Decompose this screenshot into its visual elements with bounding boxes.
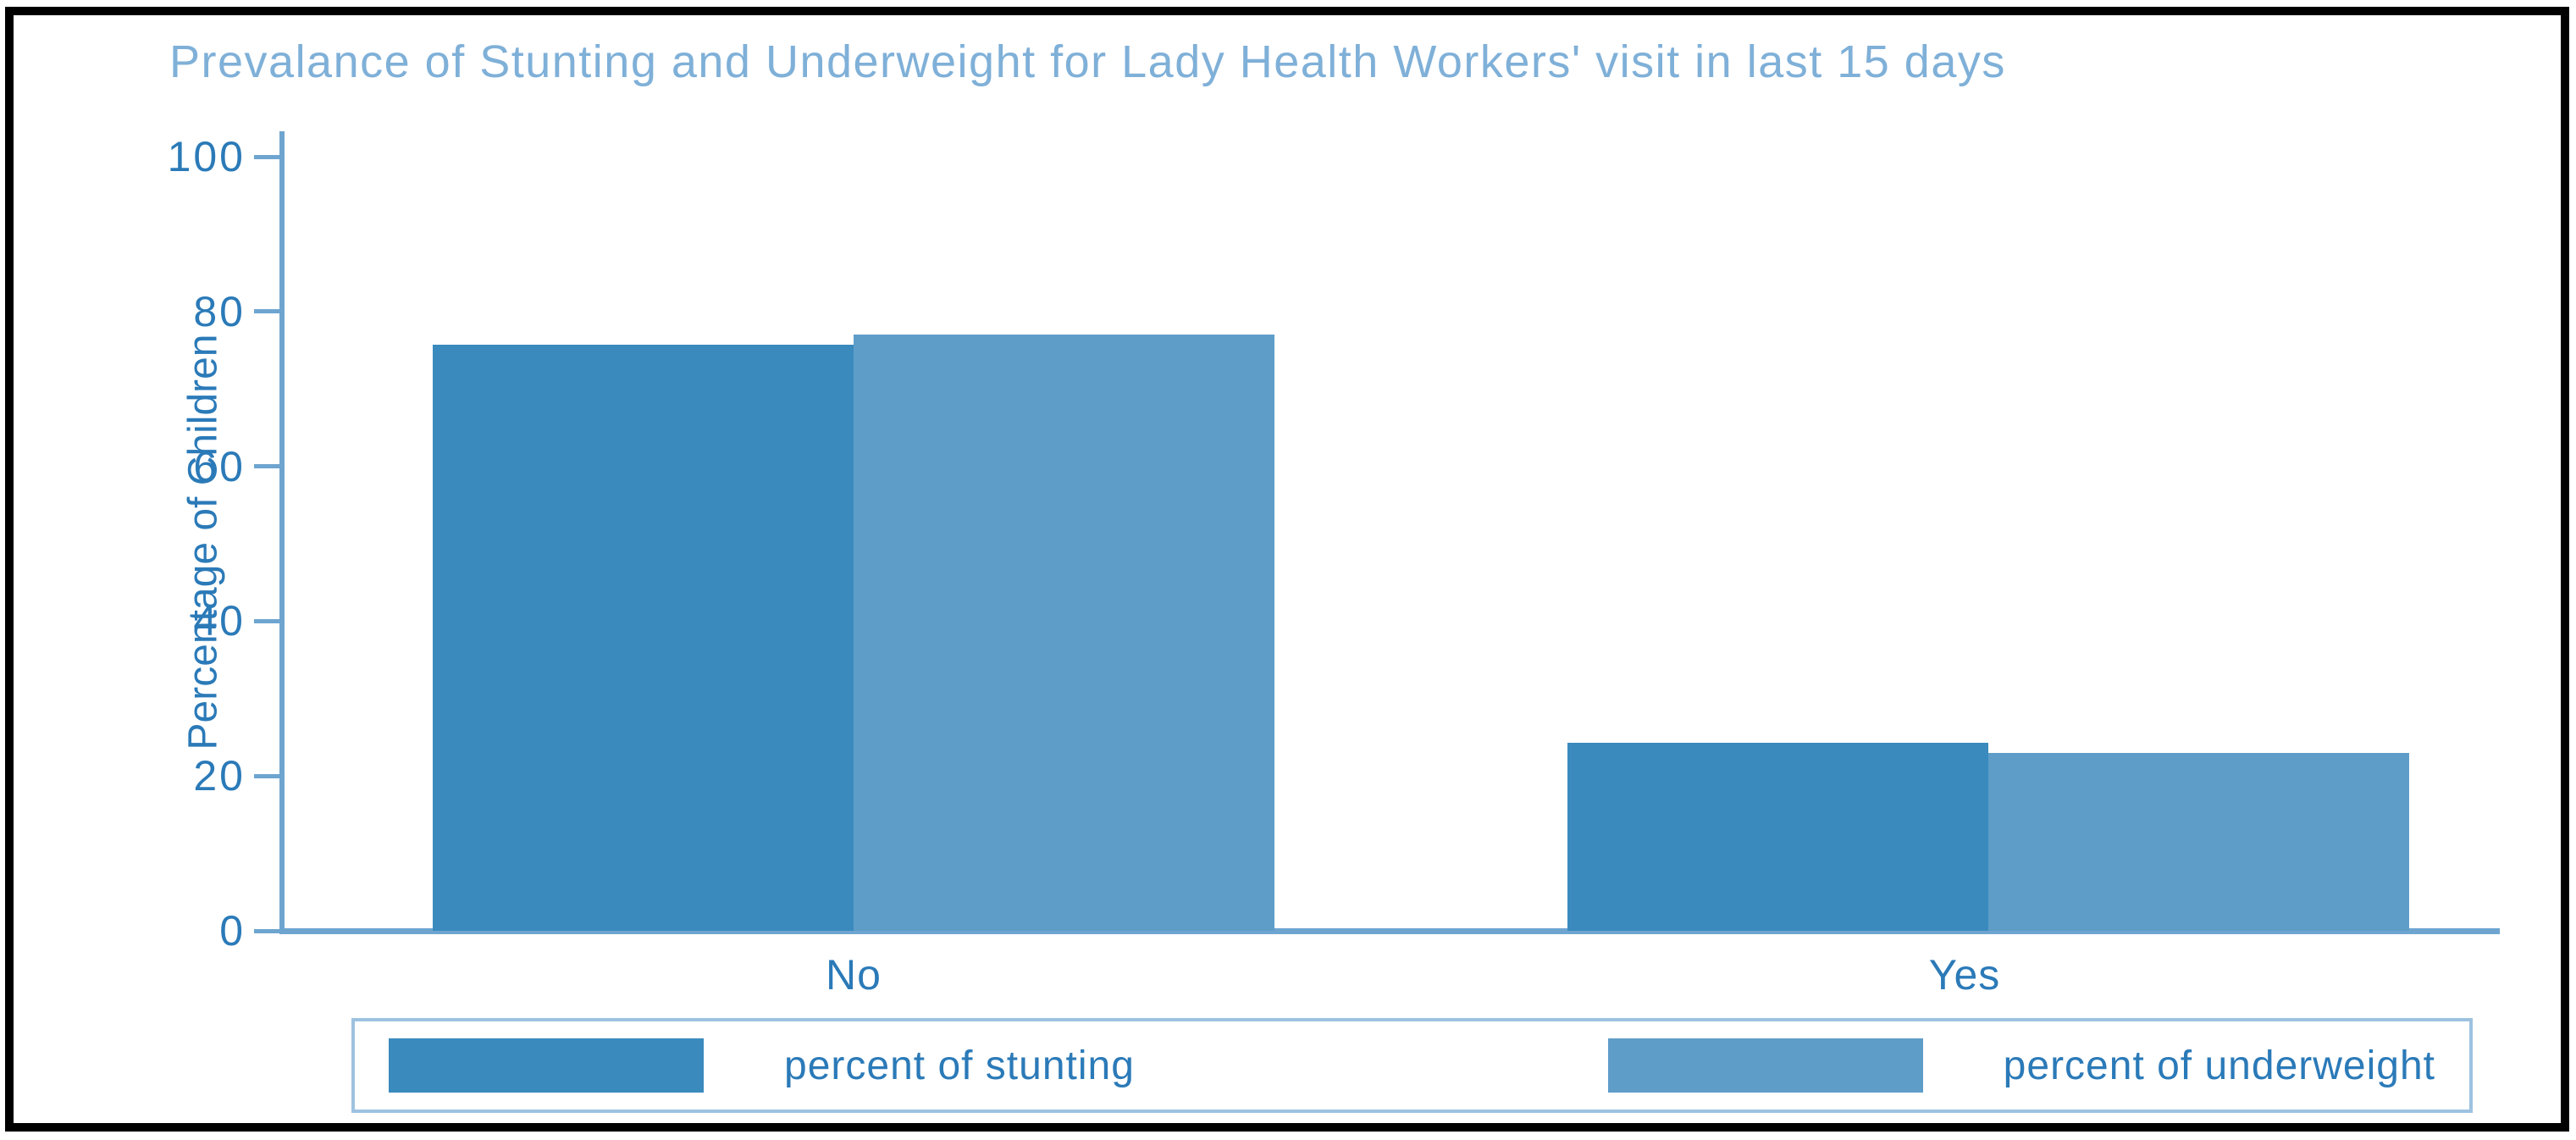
y-tick-mark xyxy=(254,464,282,469)
y-tick-label: 0 xyxy=(219,907,246,955)
y-tick-label: 40 xyxy=(193,597,246,645)
y-tick-mark xyxy=(254,928,282,933)
bar-percent-of-underweight-yes xyxy=(1988,752,2409,931)
bar-percent-of-underweight-no xyxy=(854,335,1274,931)
y-axis-line xyxy=(279,131,285,933)
legend-item: percent of stunting xyxy=(389,1038,1135,1093)
y-tick-mark xyxy=(254,618,282,623)
chart-title: Prevalance of Stunting and Underweight f… xyxy=(169,36,2006,87)
legend-box: percent of stunting percent of underweigh… xyxy=(351,1018,2473,1113)
y-tick-label: 60 xyxy=(193,442,246,490)
x-axis-line xyxy=(279,928,2500,934)
legend-swatch xyxy=(389,1038,704,1093)
bar-percent-of-stunting-yes xyxy=(1567,742,1988,931)
legend-label: percent of stunting xyxy=(784,1043,1135,1088)
y-tick-label: 100 xyxy=(167,133,246,180)
y-tick-mark xyxy=(254,309,282,314)
y-tick-label: 80 xyxy=(193,287,246,335)
bar-percent-of-stunting-no xyxy=(433,345,854,931)
outer-border xyxy=(5,7,2569,1132)
legend-label: percent of underweight xyxy=(2003,1043,2435,1088)
y-axis-title: Percentage of Children xyxy=(180,334,226,750)
legend-item: percent of underweight xyxy=(1607,1038,2435,1093)
legend-swatch xyxy=(1607,1038,1923,1093)
x-category-label-no: No xyxy=(826,951,882,999)
x-category-label-yes: Yes xyxy=(1928,951,2001,999)
y-tick-mark xyxy=(254,773,282,778)
y-tick-label: 20 xyxy=(193,752,246,800)
y-tick-mark xyxy=(254,154,282,159)
